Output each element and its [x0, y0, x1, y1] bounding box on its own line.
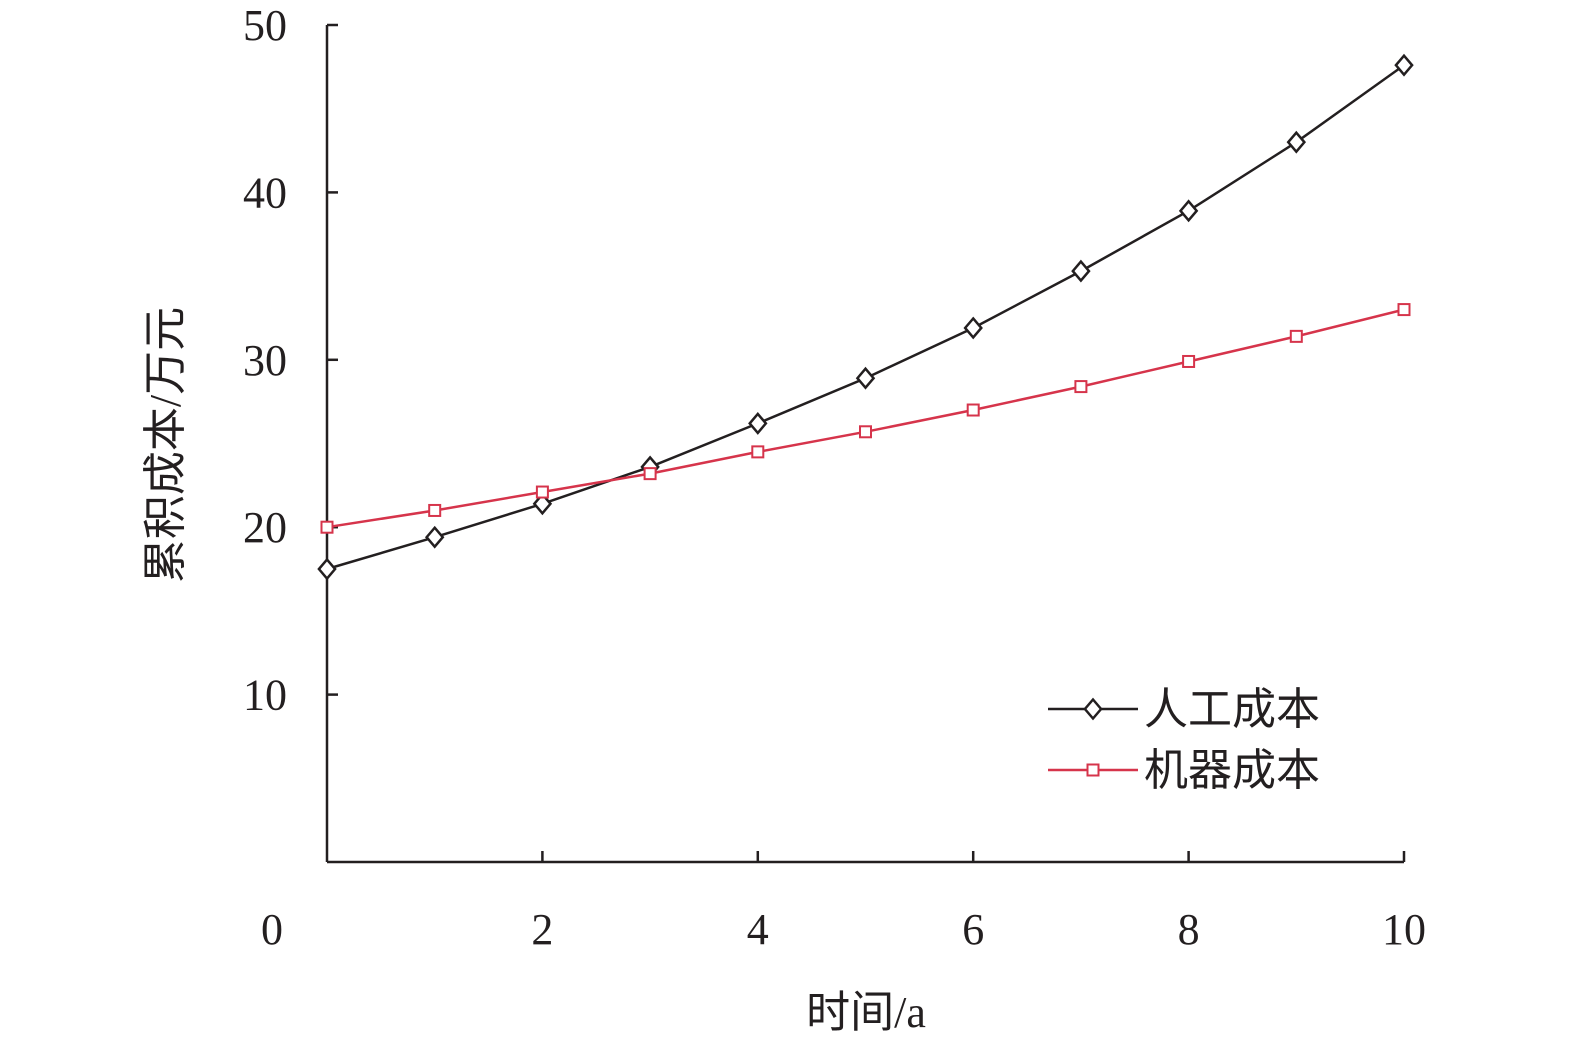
- legend-item-labor: 人工成本: [1048, 685, 1320, 734]
- x-tick-label: 2: [531, 905, 553, 954]
- legend-label-labor: 人工成本: [1144, 685, 1320, 734]
- y-tick-label: 10: [243, 671, 287, 720]
- data-point-machine: [1289, 329, 1303, 343]
- data-point-machine: [1397, 303, 1411, 317]
- data-point-labor: [532, 492, 553, 516]
- x-axis-title: 时间/a: [806, 988, 926, 1037]
- data-point-labor: [317, 557, 337, 581]
- y-tick-label: 40: [243, 168, 287, 217]
- y-tick-label: 20: [243, 503, 287, 552]
- data-point-labor: [424, 525, 445, 549]
- data-point-machine: [966, 403, 980, 417]
- x-tick-label: 0: [261, 905, 283, 954]
- series-layer: [317, 53, 1414, 581]
- y-axis-title: 累积成本/万元: [141, 307, 190, 583]
- legend-marker-labor: [1083, 697, 1103, 721]
- x-tick-label: 8: [1178, 905, 1200, 954]
- data-point-machine: [643, 467, 657, 481]
- data-point-machine: [535, 485, 549, 499]
- legend-marker-machine: [1086, 763, 1100, 777]
- data-point-machine: [1074, 380, 1088, 394]
- series-line-labor: [326, 64, 1405, 571]
- data-point-labor: [963, 316, 983, 340]
- x-tick-label: 6: [962, 905, 984, 954]
- axes: [325, 25, 1404, 864]
- data-point-labor: [748, 411, 768, 435]
- data-point-labor: [855, 366, 876, 390]
- data-point-labor: [1071, 259, 1091, 283]
- data-point-machine: [428, 503, 442, 517]
- data-point-machine: [1182, 354, 1196, 368]
- data-point-labor: [1286, 130, 1307, 154]
- data-point-machine: [859, 425, 872, 439]
- x-tick-label: 10: [1382, 905, 1426, 954]
- legend-item-machine: 机器成本: [1048, 746, 1320, 795]
- y-tick-label: 50: [243, 1, 287, 50]
- data-point-machine: [320, 520, 334, 534]
- y-tick-label: 30: [243, 336, 287, 385]
- legend: 人工成本 机器成本: [1048, 685, 1320, 795]
- data-point-labor: [1394, 53, 1414, 77]
- legend-label-machine: 机器成本: [1144, 746, 1320, 795]
- data-point-machine: [751, 445, 765, 459]
- series-line-machine: [326, 308, 1405, 529]
- ticks: 10 20 30 40 50 0 2 4 6 8 10: [243, 1, 1426, 954]
- data-point-labor: [1178, 199, 1199, 223]
- x-tick-label: 4: [747, 905, 769, 954]
